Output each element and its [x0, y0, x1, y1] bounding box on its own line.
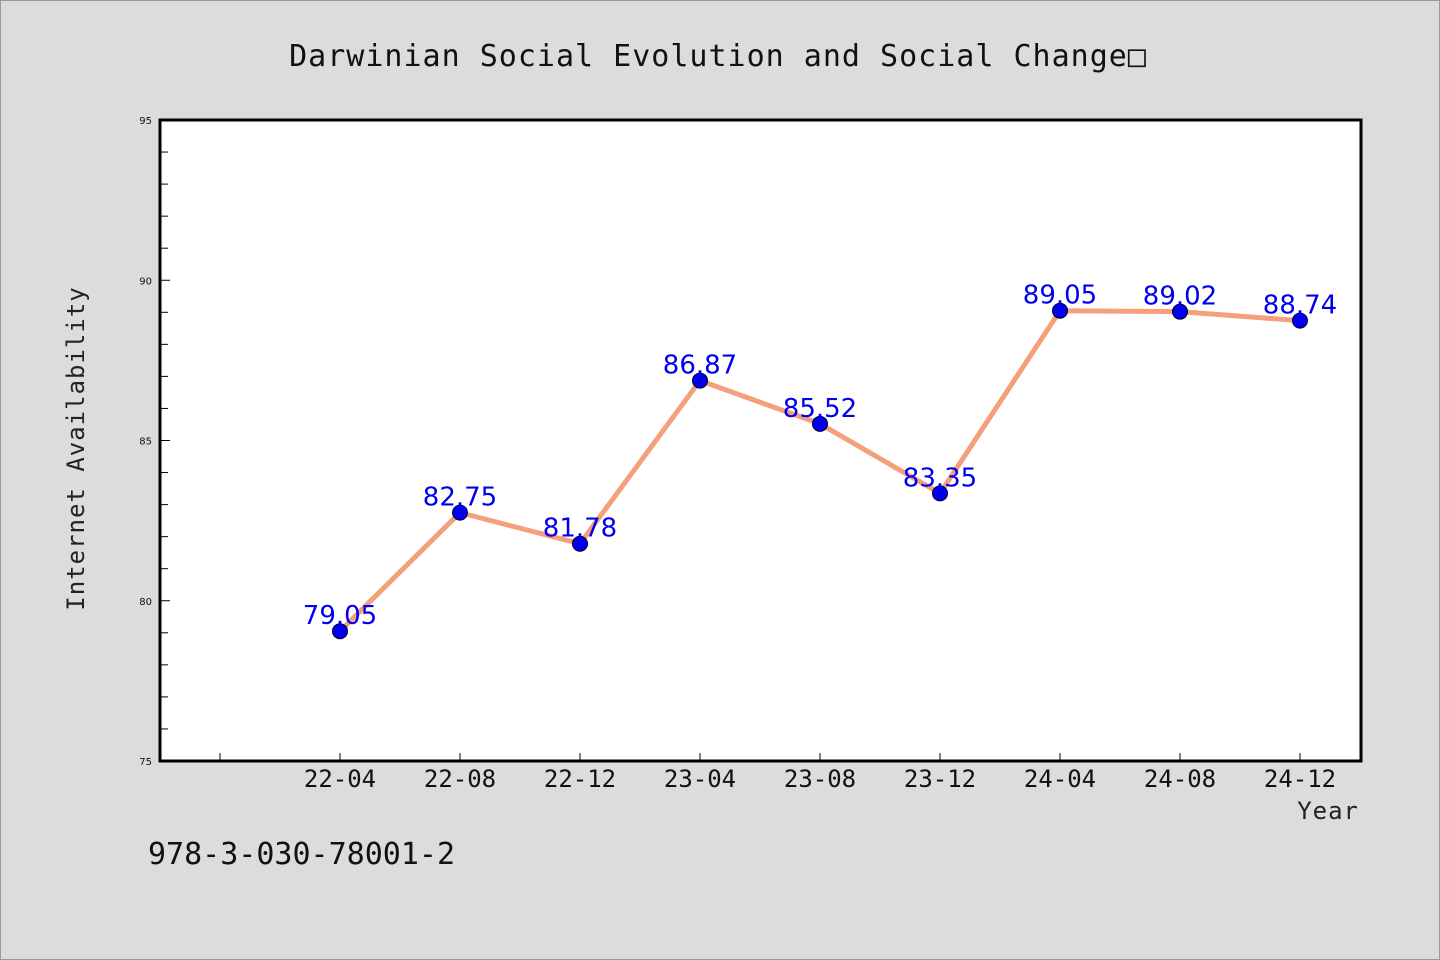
data-label: 89.05: [1023, 281, 1097, 311]
x-tick-label: 24-04: [1024, 765, 1096, 793]
data-label: 81.78: [543, 514, 617, 544]
data-point: [692, 372, 708, 389]
x-axis-title: Year: [1297, 797, 1359, 825]
data-label: 86.87: [663, 351, 737, 381]
data-point: [1052, 302, 1068, 319]
data-point: [1292, 312, 1308, 329]
y-tick-label: 90: [139, 276, 152, 287]
data-point: [332, 623, 348, 640]
x-tick-label: 22-08: [424, 765, 496, 793]
data-point: [1172, 303, 1188, 320]
y-tick-label: 75: [139, 757, 152, 768]
x-tick-label: 23-08: [784, 765, 856, 793]
plot-area: [158, 118, 1363, 763]
chart-title: Darwinian Social Evolution and Social Ch…: [289, 39, 1147, 74]
x-tick-label: 24-08: [1144, 765, 1216, 793]
x-tick-label: 24-12: [1264, 765, 1336, 793]
data-label: 79.05: [303, 601, 377, 631]
data-label: 85.52: [783, 394, 857, 424]
y-tick-label: 80: [139, 597, 152, 608]
footer-code: 978-3-030-78001-2: [148, 837, 455, 872]
data-point: [452, 504, 468, 521]
data-label: 83.35: [903, 463, 977, 493]
data-point: [812, 415, 828, 432]
y-axis-ticks: 75 80 85 90 95: [139, 116, 170, 768]
x-tick-label: 23-04: [664, 765, 736, 793]
y-tick-label: 95: [139, 116, 152, 127]
series-layer: [332, 302, 1308, 640]
data-point: [932, 485, 948, 502]
x-tick-label: 22-04: [304, 765, 376, 793]
x-axis-ticks: 22-04 22-08 22-12 23-04 23-08 23-12 24-04 24-08…: [219, 753, 1336, 793]
y-tick-label: 85: [139, 437, 152, 448]
data-label: 89.02: [1143, 282, 1217, 312]
data-label: 82.75: [423, 483, 497, 513]
x-tick-label: 23-12: [904, 765, 976, 793]
y-axis-title: Internet Availability: [62, 286, 90, 610]
data-point: [572, 535, 588, 552]
data-labels: 79.05 82.75 81.78 86.87 85.52 83.35 89.05 89.02…: [303, 281, 1337, 632]
x-tick-label: 22-12: [544, 765, 616, 793]
data-label: 88.74: [1263, 291, 1337, 321]
